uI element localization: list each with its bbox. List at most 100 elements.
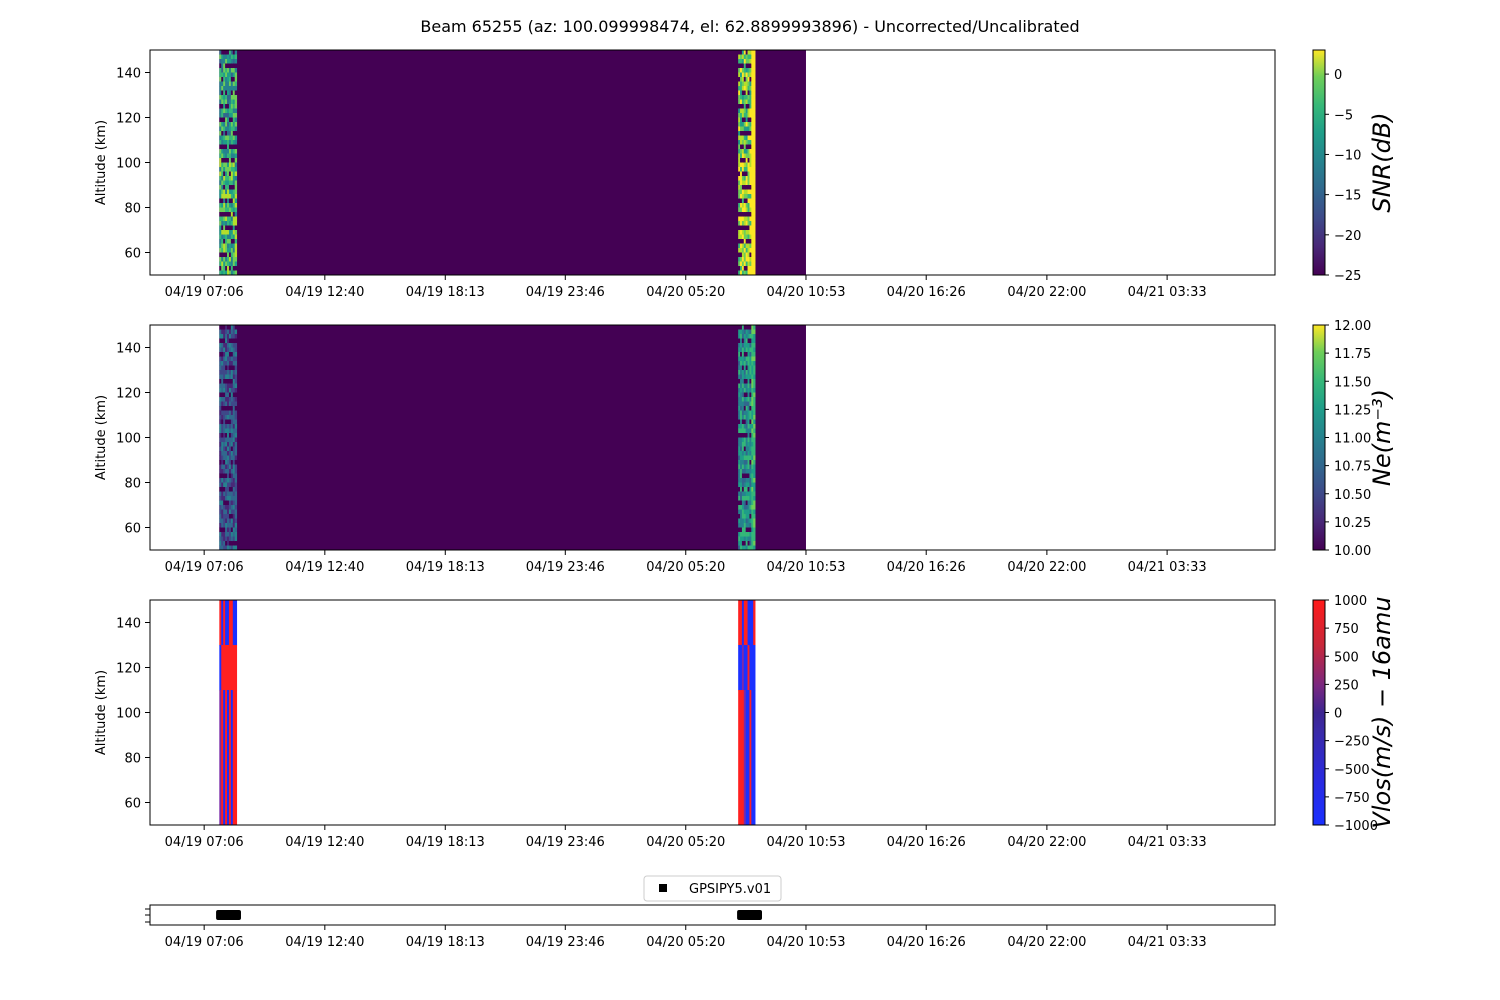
snr-cell <box>745 113 748 118</box>
ne-cell <box>745 496 748 501</box>
ne-cell <box>219 361 222 366</box>
ne-cell <box>227 401 230 407</box>
ne-cell <box>753 388 756 393</box>
snr-cell <box>743 86 747 91</box>
snr-cell <box>221 171 224 177</box>
snr-cell <box>234 185 238 190</box>
snr-cell <box>753 167 756 172</box>
snr-cell <box>745 153 748 159</box>
experiment-timeline-xtick-label: 04/20 10:53 <box>766 935 845 950</box>
snr-cell <box>753 54 756 60</box>
snr-xtick-label: 04/20 16:26 <box>887 285 966 300</box>
snr-cell <box>225 230 228 235</box>
snr-cell <box>753 113 756 118</box>
snr-cell <box>225 198 228 204</box>
ne-cell <box>227 532 230 537</box>
ne-cell <box>230 379 234 384</box>
snr-cell <box>747 144 750 150</box>
ne-cell <box>751 379 754 384</box>
ne-cell <box>740 329 743 335</box>
ne-cell <box>232 361 236 366</box>
ne-cell <box>219 478 222 483</box>
snr-cell <box>219 239 222 244</box>
ne-cell <box>741 500 745 506</box>
ne-cell <box>225 442 228 447</box>
ne-cell <box>738 329 741 335</box>
snr-cell <box>741 158 745 163</box>
vlos-colorbar-label: Vlos(m/s) − 16amu <box>1368 596 1396 828</box>
snr-cell <box>753 72 756 78</box>
ne-cell <box>738 523 741 528</box>
ne-cell <box>751 352 754 357</box>
snr-cell <box>745 63 748 69</box>
vlos-cell <box>743 690 747 825</box>
vlos-cell <box>221 645 224 691</box>
snr-cell <box>232 59 236 64</box>
ne-cell <box>223 527 226 533</box>
snr-cell <box>753 234 756 240</box>
snr-cell <box>749 117 752 123</box>
ne-cell <box>219 334 222 339</box>
ne-cell <box>753 361 756 366</box>
snr-cell <box>753 194 756 199</box>
snr-cell <box>223 194 226 199</box>
snr-cell <box>745 212 748 217</box>
ne-cell <box>221 383 224 389</box>
ne-cell <box>749 514 752 519</box>
snr-cell <box>223 135 226 141</box>
snr-cell <box>741 207 745 213</box>
snr-cell <box>738 167 741 172</box>
vlos-plot-area <box>219 600 756 825</box>
snr-cell <box>749 140 752 145</box>
snr-cell <box>227 189 230 195</box>
snr-cell <box>751 108 754 114</box>
snr-cell <box>745 95 748 100</box>
snr-cell <box>738 162 741 168</box>
experiment-timeline-legend: GPSIPY5.v01 <box>643 875 782 902</box>
ne-cell <box>751 451 754 456</box>
ne-cell <box>219 325 222 330</box>
ne-cell <box>749 338 752 344</box>
snr-cell <box>232 185 236 190</box>
snr-cell <box>751 90 754 96</box>
ne-cell <box>228 469 232 474</box>
snr-cell <box>741 225 745 231</box>
ne-cell <box>234 419 238 425</box>
snr-cell <box>738 81 741 87</box>
ne-cell <box>223 523 226 528</box>
snr-cell <box>223 207 226 213</box>
snr-cell <box>740 122 743 127</box>
snr-cell <box>223 185 226 190</box>
ne-cell <box>738 496 741 501</box>
ne-cell <box>232 482 236 488</box>
ne-cell <box>740 491 743 497</box>
ne-cell <box>232 518 236 524</box>
snr-cell <box>738 140 741 145</box>
snr-cell <box>741 248 745 253</box>
vlos-cell <box>234 600 238 646</box>
snr-cell <box>230 63 234 69</box>
ne-cell <box>753 505 756 510</box>
snr-cell <box>751 171 754 177</box>
snr-cell <box>749 99 752 105</box>
snr-cell <box>230 230 234 235</box>
snr-cell <box>219 207 222 213</box>
ne-cell <box>221 325 224 330</box>
ne-cell <box>745 442 748 447</box>
ne-cell <box>749 541 752 546</box>
snr-cell <box>225 216 228 222</box>
ne-cell <box>745 491 748 497</box>
snr-cell <box>223 248 226 253</box>
ne-cell <box>753 410 756 416</box>
ne-cell <box>751 500 754 506</box>
vlos-colorbar-tick-label: 250 <box>1334 678 1359 693</box>
snr-cell <box>221 216 224 222</box>
ne-cell <box>232 370 236 375</box>
ne-cell <box>232 487 236 492</box>
ne-cell <box>232 442 236 447</box>
ne-cell <box>228 410 232 416</box>
ne-cell <box>230 437 234 443</box>
snr-cell <box>230 171 234 177</box>
snr-cell <box>219 86 222 91</box>
snr-cell <box>232 230 236 235</box>
